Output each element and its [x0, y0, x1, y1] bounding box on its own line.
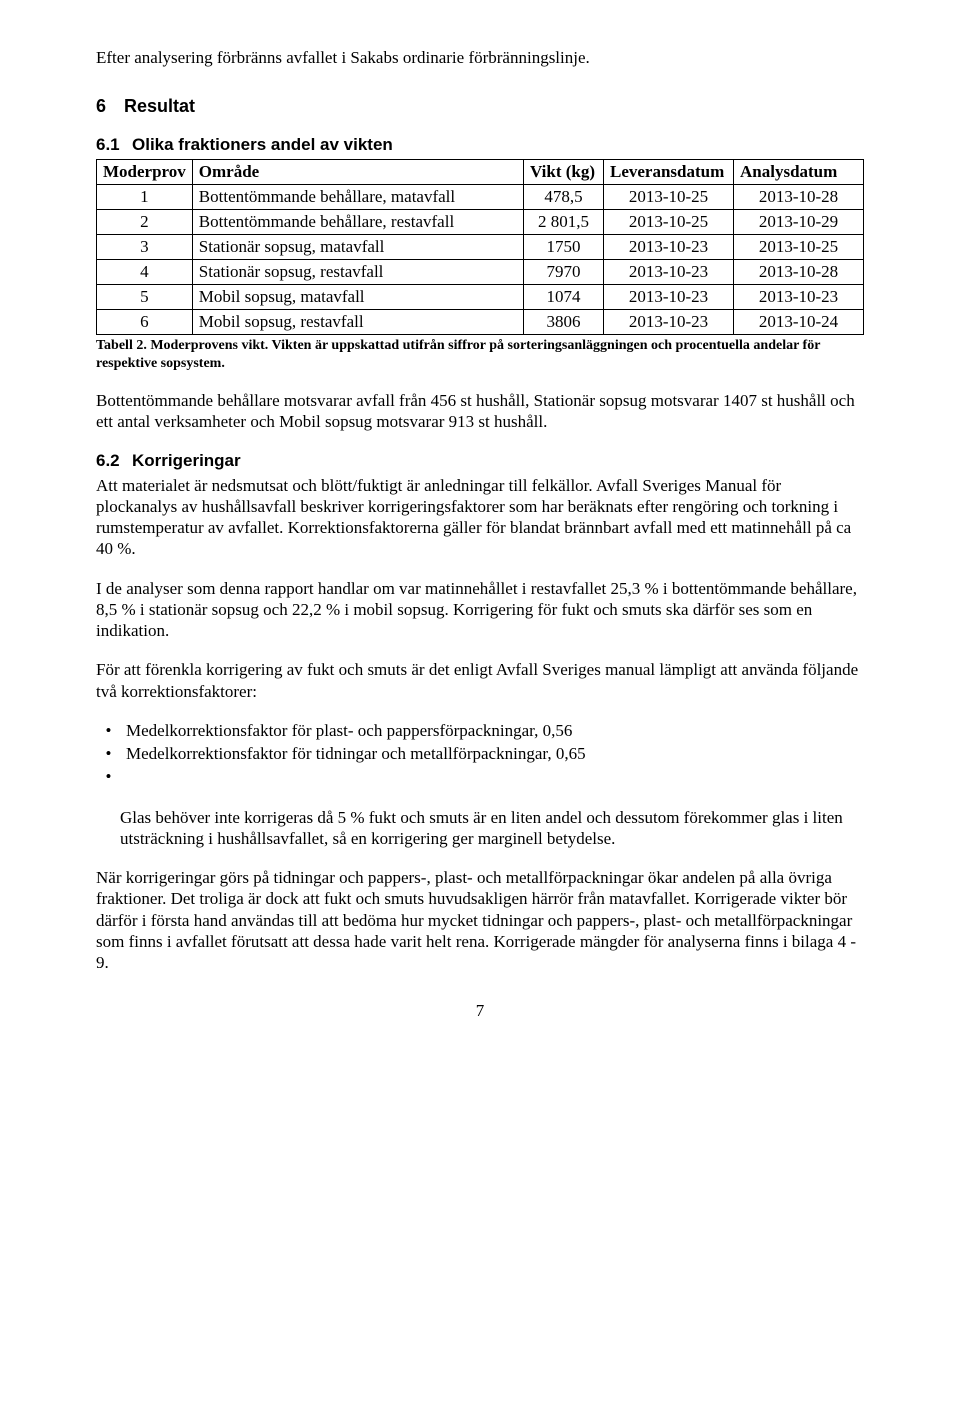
cell-n: 1	[97, 185, 193, 210]
correction-factor-list: Medelkorrektionsfaktor för plast- och pa…	[96, 720, 864, 789]
cell-lev: 2013-10-25	[604, 185, 734, 210]
cell-vikt: 1750	[524, 235, 604, 260]
cell-ana: 2013-10-29	[734, 210, 864, 235]
table-row: 1 Bottentömmande behållare, matavfall 47…	[97, 185, 864, 210]
paragraph-korr-2: I de analyser som denna rapport handlar …	[96, 578, 864, 642]
cell-lev: 2013-10-23	[604, 285, 734, 310]
th-leverans: Leveransdatum	[604, 160, 734, 185]
heading-6-2-num: 6.2	[96, 451, 132, 471]
th-vikt: Vikt (kg)	[524, 160, 604, 185]
cell-n: 6	[97, 310, 193, 335]
cell-vikt: 7970	[524, 260, 604, 285]
list-item	[120, 766, 864, 789]
cell-omrade: Mobil sopsug, matavfall	[192, 285, 523, 310]
cell-vikt: 2 801,5	[524, 210, 604, 235]
cell-ana: 2013-10-25	[734, 235, 864, 260]
th-omrade: Område	[192, 160, 523, 185]
heading-6-1-num: 6.1	[96, 135, 132, 155]
table-header-row: Moderprov Område Vikt (kg) Leveransdatum…	[97, 160, 864, 185]
cell-ana: 2013-10-28	[734, 260, 864, 285]
cell-omrade: Stationär sopsug, matavfall	[192, 235, 523, 260]
cell-n: 4	[97, 260, 193, 285]
table-row: 2 Bottentömmande behållare, restavfall 2…	[97, 210, 864, 235]
cell-omrade: Mobil sopsug, restavfall	[192, 310, 523, 335]
cell-vikt: 478,5	[524, 185, 604, 210]
paragraph-korr-4: När korrigeringar görs på tidningar och …	[96, 867, 864, 973]
cell-n: 2	[97, 210, 193, 235]
cell-omrade: Stationär sopsug, restavfall	[192, 260, 523, 285]
paragraph-glas: Glas behöver inte korrigeras då 5 % fukt…	[96, 807, 864, 850]
cell-ana: 2013-10-28	[734, 185, 864, 210]
cell-vikt: 1074	[524, 285, 604, 310]
th-analys: Analysdatum	[734, 160, 864, 185]
cell-lev: 2013-10-23	[604, 310, 734, 335]
heading-6-2-title: Korrigeringar	[132, 451, 241, 470]
paragraph-households: Bottentömmande behållare motsvarar avfal…	[96, 390, 864, 433]
table-row: 6 Mobil sopsug, restavfall 3806 2013-10-…	[97, 310, 864, 335]
paragraph-korr-3: För att förenkla korrigering av fukt och…	[96, 659, 864, 702]
cell-n: 3	[97, 235, 193, 260]
intro-paragraph: Efter analysering förbränns avfallet i S…	[96, 48, 864, 68]
cell-omrade: Bottentömmande behållare, matavfall	[192, 185, 523, 210]
table-row: 3 Stationär sopsug, matavfall 1750 2013-…	[97, 235, 864, 260]
table-row: 5 Mobil sopsug, matavfall 1074 2013-10-2…	[97, 285, 864, 310]
heading-6-1-title: Olika fraktioners andel av vikten	[132, 135, 393, 154]
moderprov-table: Moderprov Område Vikt (kg) Leveransdatum…	[96, 159, 864, 335]
cell-omrade: Bottentömmande behållare, restavfall	[192, 210, 523, 235]
cell-n: 5	[97, 285, 193, 310]
th-moderprov: Moderprov	[97, 160, 193, 185]
heading-6-num: 6	[96, 96, 124, 117]
cell-lev: 2013-10-23	[604, 235, 734, 260]
document-page: Efter analysering förbränns avfallet i S…	[0, 0, 960, 1069]
table-row: 4 Stationär sopsug, restavfall 7970 2013…	[97, 260, 864, 285]
cell-ana: 2013-10-24	[734, 310, 864, 335]
list-item: Medelkorrektionsfaktor för plast- och pa…	[120, 720, 864, 743]
table-caption: Tabell 2. Moderprovens vikt. Vikten är u…	[96, 337, 864, 372]
list-item: Medelkorrektionsfaktor för tidningar och…	[120, 743, 864, 766]
heading-6-2: 6.2Korrigeringar	[96, 451, 864, 471]
cell-lev: 2013-10-23	[604, 260, 734, 285]
heading-6-title: Resultat	[124, 96, 195, 116]
paragraph-korr-1: Att materialet är nedsmutsat och blött/f…	[96, 475, 864, 560]
heading-6: 6Resultat	[96, 96, 864, 117]
cell-lev: 2013-10-25	[604, 210, 734, 235]
cell-ana: 2013-10-23	[734, 285, 864, 310]
heading-6-1: 6.1Olika fraktioners andel av vikten	[96, 135, 864, 155]
page-number: 7	[96, 1001, 864, 1021]
cell-vikt: 3806	[524, 310, 604, 335]
